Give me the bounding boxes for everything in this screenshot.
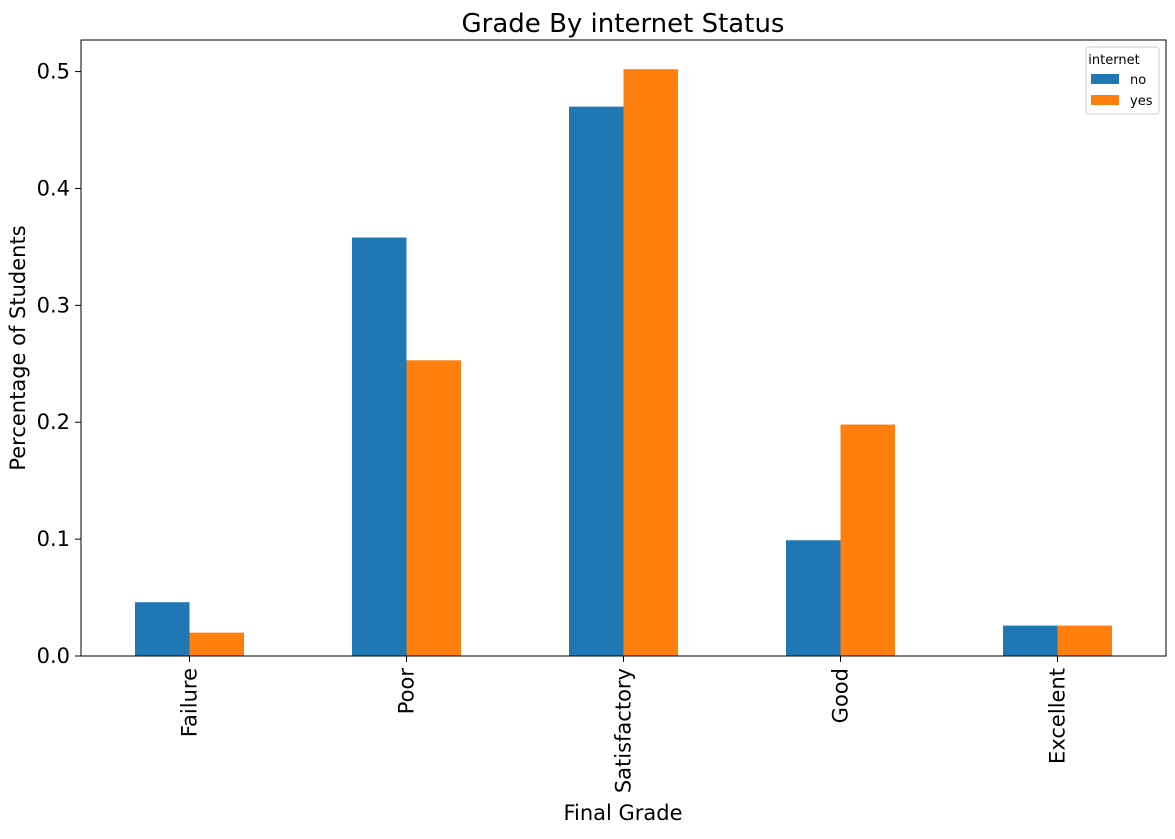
legend-label-yes: yes bbox=[1130, 94, 1153, 109]
legend: internet no yes bbox=[1085, 46, 1160, 115]
y-axis-label: Percentage of Students bbox=[6, 225, 30, 470]
x-axis: Failure Poor Satisfactory Good Excellent bbox=[178, 656, 1070, 793]
bar-yes-satisfactory bbox=[623, 69, 678, 657]
bar-yes-poor bbox=[406, 360, 461, 656]
bar-no-good bbox=[786, 540, 841, 656]
bar-no-satisfactory bbox=[569, 106, 624, 657]
y-tick-label: 0.3 bbox=[37, 293, 70, 317]
y-tick-label: 0.1 bbox=[37, 527, 70, 551]
bar-no-excellent bbox=[1003, 625, 1058, 656]
x-tick-label-excellent: Excellent bbox=[1046, 668, 1070, 764]
y-tick-label: 0.5 bbox=[37, 60, 70, 84]
y-axis: 0.0 0.1 0.2 0.3 0.4 0.5 bbox=[37, 60, 81, 668]
legend-items: no yes bbox=[1091, 73, 1153, 109]
x-tick-label-good: Good bbox=[829, 668, 853, 723]
bar-yes-failure bbox=[189, 632, 244, 656]
legend-title: internet bbox=[1088, 53, 1139, 68]
x-tick-label-satisfactory: Satisfactory bbox=[612, 668, 636, 793]
legend-swatch-yes bbox=[1091, 95, 1119, 105]
chart-title: Grade By internet Status bbox=[462, 9, 785, 39]
x-tick-label-poor: Poor bbox=[395, 668, 419, 715]
y-tick-label: 0.0 bbox=[37, 644, 70, 668]
x-axis-label: Final Grade bbox=[563, 801, 682, 825]
bars-layer bbox=[135, 69, 1112, 657]
legend-label-no: no bbox=[1130, 73, 1146, 88]
bar-no-poor bbox=[352, 237, 407, 656]
x-tick-label-failure: Failure bbox=[178, 668, 202, 737]
legend-swatch-no bbox=[1091, 74, 1119, 84]
y-tick-label: 0.2 bbox=[37, 410, 70, 434]
bar-no-failure bbox=[135, 602, 190, 656]
y-tick-label: 0.4 bbox=[37, 176, 70, 200]
bar-yes-excellent bbox=[1057, 625, 1112, 656]
bar-yes-good bbox=[840, 424, 895, 656]
